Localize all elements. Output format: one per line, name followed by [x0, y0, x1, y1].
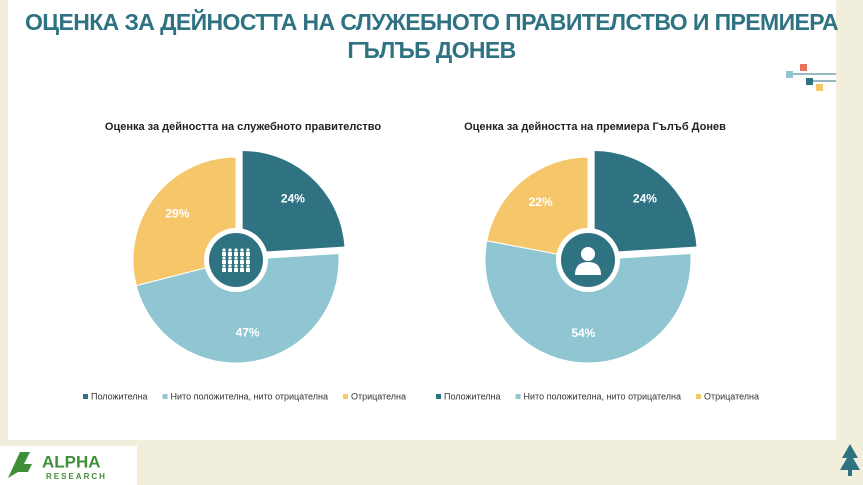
center-icon: [240, 268, 244, 272]
data-label: 24%: [281, 192, 305, 206]
center-icon: [240, 252, 244, 256]
legend-swatch: [83, 394, 88, 399]
center-icon: [228, 264, 232, 268]
center-icon: [222, 248, 226, 252]
pie-slice: [486, 156, 589, 261]
center-icon: [581, 247, 595, 261]
chart-title: Оценка за дейността на служебното правит…: [105, 121, 381, 133]
pie-slice: [484, 240, 692, 364]
logo: ALPHA RESEARCH: [0, 446, 137, 485]
center-icon: [240, 260, 244, 264]
center-icon: [228, 256, 232, 260]
legend-swatch: [695, 394, 701, 399]
pie-slice: [135, 253, 340, 364]
center-icon: [222, 256, 226, 260]
center-icon: [234, 264, 238, 268]
center-icon: [246, 252, 250, 256]
data-label: 24%: [633, 192, 657, 206]
tree-icon: [840, 444, 860, 476]
center-icon: [228, 248, 232, 252]
legend-label: Положителна: [444, 391, 501, 401]
chart-title: Оценка за дейността на премиера Гълъб До…: [464, 121, 726, 133]
center-icon: [246, 260, 250, 264]
center-icon: [222, 260, 226, 264]
center-icon: [222, 264, 226, 268]
center-icon: [228, 260, 232, 264]
center-icon: [234, 260, 238, 264]
pie-slice: [241, 149, 346, 254]
legend-label: Нито положителна, нито отрицателна: [524, 391, 681, 401]
center-icon: [234, 252, 238, 256]
logo-name: ALPHA: [42, 452, 101, 471]
slide-title: ОЦЕНКА ЗА ДЕЙНОСТТА НА СЛУЖЕБНОТО ПРАВИТ…: [25, 9, 839, 63]
legend-label: Отрицателна: [351, 391, 406, 401]
center-icon: [222, 268, 226, 272]
center-icon: [234, 248, 238, 252]
center-icon: [246, 264, 250, 268]
center-icon: [575, 262, 601, 275]
center-icon: [240, 248, 244, 252]
data-label: 54%: [571, 326, 595, 340]
legend-swatch: [515, 394, 521, 399]
logo-subtitle: RESEARCH: [46, 472, 107, 481]
center-icon: [228, 252, 232, 256]
center-icon: [246, 256, 250, 260]
center-icon: [246, 248, 250, 252]
data-label: 22%: [529, 195, 553, 209]
data-label: 29%: [165, 207, 189, 221]
center-icon: [234, 256, 238, 260]
center-icon: [222, 252, 226, 256]
decoration: [786, 64, 836, 91]
legend-swatch: [162, 394, 168, 399]
pie-slice: [593, 149, 698, 254]
legend-swatch: [436, 394, 441, 399]
center-icon: [234, 268, 238, 272]
legend-swatch: [342, 394, 348, 399]
center-icon: [240, 264, 244, 268]
legend-label: Положителна: [91, 391, 148, 401]
center-icon: [246, 268, 250, 272]
center-icon: [228, 268, 232, 272]
center-icon: [240, 256, 244, 260]
legend-label: Нито положителна, нито отрицателна: [171, 391, 328, 401]
legend-label: Отрицателна: [704, 391, 759, 401]
data-label: 47%: [236, 325, 260, 339]
